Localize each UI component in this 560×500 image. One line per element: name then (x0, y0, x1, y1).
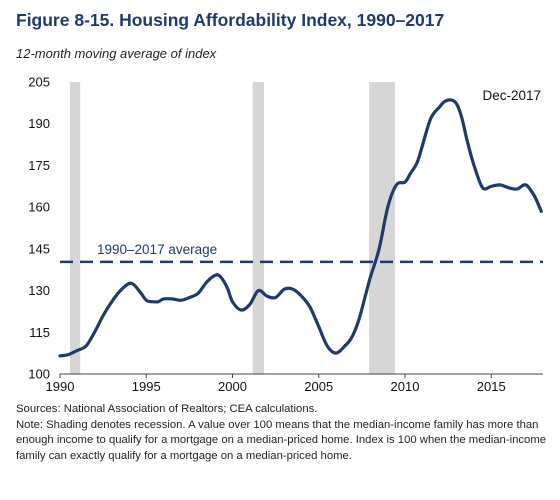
y-tick-label: 175 (28, 158, 50, 173)
x-axis-ticks: 1990 1995 2000 2005 2010 2015 (46, 374, 506, 394)
y-tick-label: 100 (28, 367, 50, 382)
chart: 1990 1995 2000 2005 2010 2015 100 115 130 145 160… (28, 75, 543, 394)
average-reference-label: 1990–2017 average (97, 242, 217, 257)
x-tick-label: 1990 (46, 379, 75, 394)
recession-bands (70, 82, 395, 374)
y-tick-label: 130 (28, 283, 50, 298)
footnotes: Sources: National Association of Realtor… (16, 402, 548, 464)
x-tick-label: 2005 (304, 379, 333, 394)
chart-title: Figure 8-15. Housing Affordability Index… (16, 10, 445, 30)
chart-subtitle: 12-month moving average of index (16, 46, 217, 61)
series-line (58, 98, 543, 358)
y-tick-label: 145 (28, 241, 50, 256)
sources-note: Sources: National Association of Realtor… (16, 403, 318, 415)
y-tick-label: 115 (29, 325, 50, 340)
y-tick-label: 205 (28, 75, 50, 90)
y-axis-ticks: 100 115 130 145 160 175 190 205 (28, 75, 50, 382)
x-tick-label: 1995 (132, 379, 161, 394)
y-tick-label: 160 (28, 200, 50, 215)
recession-band-2 (252, 82, 265, 374)
recession-band-1 (70, 82, 81, 374)
end-point-label: Dec-2017 (482, 88, 541, 103)
y-tick-label: 190 (28, 116, 50, 131)
x-tick-label: 2015 (477, 379, 506, 394)
x-tick-label: 2010 (391, 379, 420, 394)
x-tick-label: 2000 (218, 379, 247, 394)
explanatory-note: Note: Shading denotes recession. A value… (16, 418, 547, 462)
